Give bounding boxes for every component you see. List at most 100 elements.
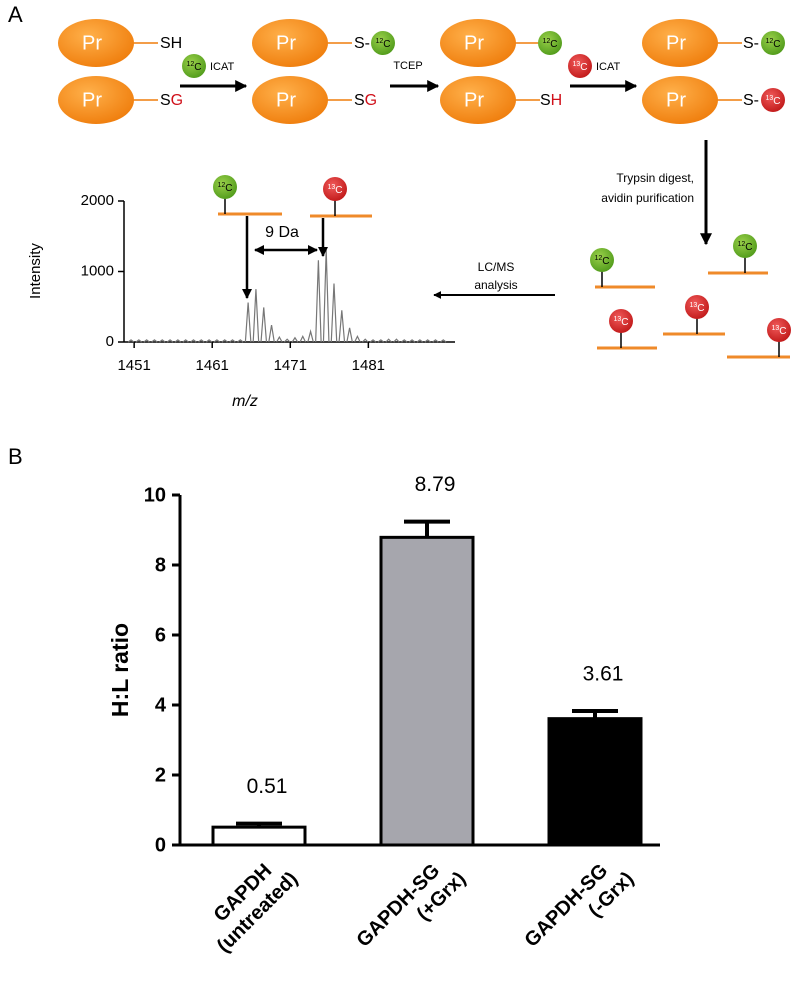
y-tick-label: 0	[155, 834, 166, 856]
data-label: 3.61	[583, 662, 624, 685]
protein	[440, 19, 516, 67]
peak	[408, 339, 416, 343]
label-part: S	[354, 92, 365, 109]
isotope-label: 13C	[765, 95, 780, 107]
peak	[174, 339, 181, 343]
label-part: H	[551, 92, 563, 109]
bar	[211, 825, 307, 847]
isotope-label: 12C	[217, 182, 232, 194]
isotope-mass: 12	[186, 61, 194, 68]
y-tick-label: 0	[106, 333, 114, 350]
protein-label: Pr	[666, 32, 686, 54]
step-label: avidin purification	[601, 191, 694, 205]
peak	[369, 339, 377, 343]
peak	[440, 339, 447, 343]
step-label: LC/MS	[478, 260, 515, 274]
peak	[135, 339, 142, 343]
peak	[307, 329, 314, 343]
label: S-	[743, 92, 759, 109]
label: S-	[354, 35, 370, 52]
protein-label: Pr	[464, 89, 484, 111]
peak	[377, 339, 384, 343]
protein	[58, 76, 134, 124]
isotope-tag	[538, 31, 562, 55]
isotope-label: 12C	[542, 38, 557, 50]
isotope-label: 13C	[327, 184, 342, 196]
protein	[252, 19, 328, 67]
peak	[393, 338, 400, 343]
isotope-tag	[685, 295, 709, 319]
protein-label: Pr	[464, 32, 484, 54]
isotope-element: C	[745, 242, 752, 253]
isotope-element: C	[621, 317, 628, 328]
y-tick-label: 2000	[81, 192, 114, 209]
y-axis-title: Intensity	[27, 243, 44, 299]
step-label: analysis	[474, 278, 517, 292]
peak	[424, 339, 431, 343]
peak	[354, 334, 361, 343]
x-tick-label: 1471	[274, 357, 307, 374]
protein	[642, 76, 718, 124]
isotope-tag	[568, 54, 592, 78]
panel-label: A	[8, 2, 23, 27]
isotope-label: 12C	[737, 241, 752, 253]
isotope-element: C	[697, 303, 704, 314]
protein	[58, 19, 134, 67]
isotope-element: C	[580, 62, 587, 73]
isotope-label: 12C	[765, 38, 780, 50]
step-label: ICAT	[210, 61, 235, 73]
isotope-tag	[609, 309, 633, 333]
y-tick-label: 1000	[81, 262, 114, 279]
isotope-label: 13C	[771, 325, 786, 337]
isotope-tag	[323, 177, 347, 201]
protein-label: Pr	[666, 89, 686, 111]
isotope-label: 12C	[594, 255, 609, 267]
protein	[252, 76, 328, 124]
peak	[198, 339, 205, 343]
y-tick-label: 8	[155, 554, 166, 576]
peak	[346, 327, 353, 343]
peak	[237, 339, 244, 343]
peak	[416, 339, 423, 343]
peak	[229, 339, 236, 343]
isotope-label: 13C	[613, 316, 628, 328]
step-label: Trypsin digest,	[616, 171, 694, 185]
peak	[338, 310, 346, 343]
y-tick-label: 6	[155, 624, 166, 646]
isotope-mass: 13	[689, 302, 697, 309]
isotope-mass: 13	[613, 316, 621, 323]
peak	[276, 335, 283, 343]
label: SG	[354, 92, 377, 109]
isotope-label: 13C	[572, 61, 587, 73]
isotope-mass: 13	[771, 325, 779, 332]
protein-label: Pr	[82, 89, 102, 111]
peak	[127, 339, 135, 343]
isotope-element: C	[225, 183, 232, 194]
protein-label: Pr	[82, 32, 102, 54]
isotope-mass: 12	[737, 241, 745, 248]
protein-label: Pr	[276, 89, 296, 111]
isotope-element: C	[194, 62, 201, 73]
protein-label: Pr	[276, 32, 296, 54]
label: S-	[743, 35, 759, 52]
isotope-tag	[761, 88, 785, 112]
peak	[244, 302, 252, 343]
x-tick-label: 1481	[352, 357, 385, 374]
isotope-element: C	[383, 39, 390, 50]
peak	[315, 260, 322, 343]
isotope-tag	[213, 175, 237, 199]
isotope-mass: 12	[594, 255, 602, 262]
peak	[143, 339, 150, 343]
peak	[182, 339, 189, 343]
label-part: S-	[743, 92, 759, 109]
isotope-mass: 13	[327, 184, 335, 191]
label-part: G	[365, 92, 377, 109]
peak	[260, 307, 268, 343]
peak	[151, 339, 158, 343]
peak	[385, 338, 392, 343]
peak	[291, 336, 299, 343]
isotope-tag	[733, 234, 757, 258]
label-part: SH	[160, 35, 182, 52]
peak	[362, 338, 369, 343]
